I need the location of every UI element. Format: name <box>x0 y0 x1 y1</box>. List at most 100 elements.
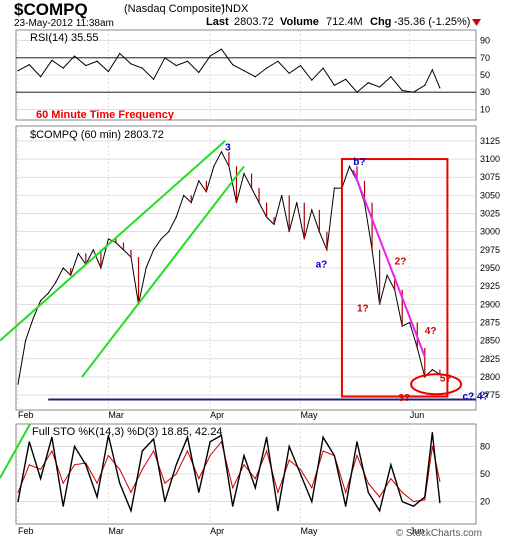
price-line-point <box>77 252 79 255</box>
channel-lower-line <box>81 165 245 378</box>
sto-d-line-point <box>17 491 19 493</box>
chart-labels: 1030507090277528002825285028752900292529… <box>18 32 500 536</box>
price-line-point <box>409 321 411 324</box>
rsi-line-point <box>288 72 290 74</box>
sto-k-line-point <box>288 445 290 447</box>
downtrend-line <box>352 169 426 357</box>
price-line-point <box>386 274 388 276</box>
sto-k-line-point <box>130 510 132 512</box>
rsi-tick-label: 10 <box>480 104 490 114</box>
wave-box <box>340 158 449 398</box>
exchange-label: INDX <box>222 3 249 15</box>
sto-d-line-point <box>367 482 369 484</box>
sto-k-line-point <box>345 505 347 507</box>
sto-k-line-point <box>164 501 166 503</box>
rsi-line-point <box>254 76 256 78</box>
sto-d-line-point <box>424 499 426 501</box>
price-line-point <box>183 194 185 196</box>
rsi-tick-label: 70 <box>480 53 490 63</box>
rsi-line-point <box>96 60 98 62</box>
sto-k-line-point <box>311 501 313 503</box>
down-triangle-icon <box>472 19 481 26</box>
price-line-point <box>24 340 27 342</box>
price-line-point <box>40 300 42 302</box>
rsi-line-point <box>153 78 155 80</box>
rsi-line-point <box>198 71 200 74</box>
sto-d-line-point <box>73 464 76 466</box>
price-tick-label: 2850 <box>480 336 500 346</box>
sto-d-line-point <box>254 478 256 480</box>
month-label: Jun <box>410 410 425 420</box>
sto-k-line-point <box>107 434 109 436</box>
sto-k-line-point <box>17 501 19 503</box>
rsi-line-point <box>243 70 245 72</box>
rsi-line-point <box>175 64 177 67</box>
month-label: Jun <box>410 526 425 536</box>
rsi-line-point <box>431 69 433 71</box>
wave-annotation: b? <box>353 157 365 168</box>
rsi-line-point <box>164 57 166 59</box>
price-line-point <box>47 292 49 295</box>
sto-k-line-point <box>356 441 358 443</box>
rsi-line-point <box>209 55 211 57</box>
rsi-line-point <box>333 84 335 86</box>
price-line-point <box>62 267 64 269</box>
price-line-point <box>281 194 283 196</box>
sto-k-line-point <box>390 464 392 466</box>
price-label: $COMPQ (60 min) 2803.72 <box>30 129 164 141</box>
sto-d-line-point <box>164 482 166 484</box>
rsi-line-point <box>424 84 426 86</box>
rsi-line-point <box>119 52 121 55</box>
price-line-point <box>32 318 34 320</box>
sto-k-line-point <box>424 496 426 498</box>
rsi-line-point <box>17 70 19 72</box>
wave-annotation: 1? <box>357 304 369 315</box>
rsi-tick-label: 50 <box>480 70 490 80</box>
symbol-title: $COMPQ <box>14 0 88 19</box>
price-line-point <box>55 281 57 284</box>
month-label: Feb <box>18 526 34 536</box>
price-line-point <box>198 180 200 182</box>
price-tick-label: 2975 <box>480 245 500 255</box>
rsi-line-point <box>379 86 381 88</box>
rsi-line-point <box>62 67 64 69</box>
sto-tick-label: 80 <box>480 441 490 451</box>
sto-k-line-point <box>40 478 42 480</box>
sto-k-line-point <box>367 491 369 493</box>
sto-d-line-point <box>28 464 30 466</box>
price-tick-label: 3000 <box>480 227 500 237</box>
price-tick-label: 2875 <box>480 317 500 327</box>
rsi-line-point <box>401 89 403 92</box>
rsi-tick-label: 90 <box>480 36 490 46</box>
sto-d-line-point <box>277 491 279 493</box>
sto-k-line-point <box>85 464 87 466</box>
month-label: Apr <box>210 410 224 420</box>
price-tick-label: 2800 <box>480 372 500 382</box>
rsi-line-point <box>85 64 87 67</box>
price-tick-label: 2775 <box>480 390 500 400</box>
price-line-point <box>107 238 109 240</box>
sto-k-line-point <box>28 441 30 443</box>
rsi-tick-label: 30 <box>480 87 490 97</box>
price-tick-label: 3050 <box>480 190 500 200</box>
sto-k-line-point <box>333 455 335 457</box>
sto-d-line-point <box>401 491 403 493</box>
sto-d-line-point <box>96 482 98 484</box>
sto-tick-label: 50 <box>480 469 490 479</box>
sto-k-line-point <box>96 496 98 498</box>
price-tick-label: 3075 <box>480 172 500 182</box>
rsi-line-point <box>367 82 369 84</box>
volume-value: 712.4M <box>326 16 363 28</box>
sto-k-line-point <box>439 502 441 504</box>
sto-d-line-point <box>153 450 155 452</box>
price-tick-label: 2950 <box>480 263 500 273</box>
month-label: May <box>301 526 319 536</box>
sto-d-line-point <box>209 455 211 457</box>
sto-d-line-point <box>379 496 381 498</box>
sto-d-line-point <box>243 464 245 466</box>
sto-k-line-point <box>401 501 403 503</box>
price-line-point <box>145 267 147 269</box>
sto-d-line-point <box>130 491 132 493</box>
month-label: Apr <box>210 526 224 536</box>
